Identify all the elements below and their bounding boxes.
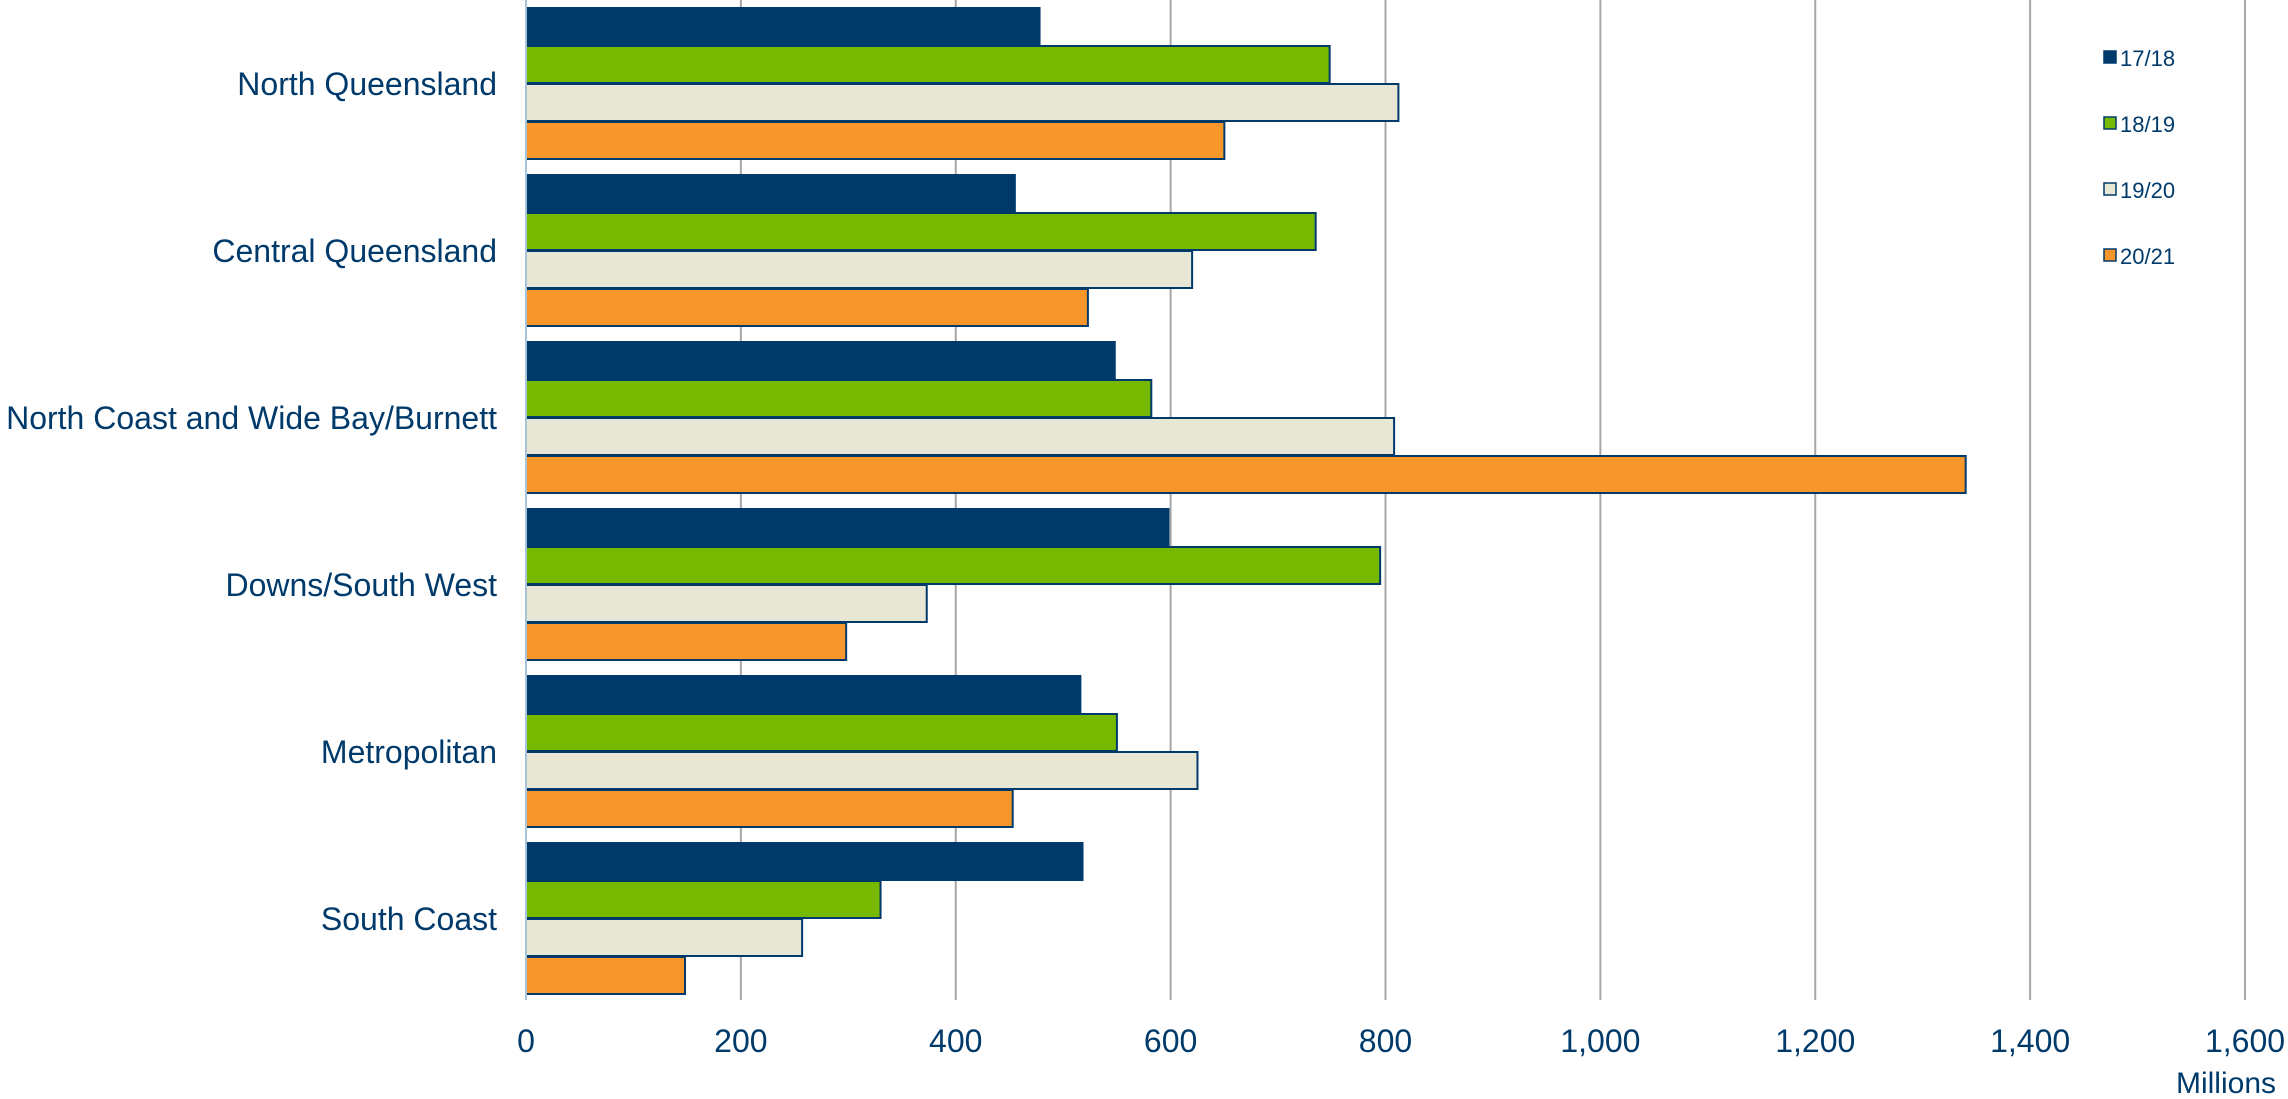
- x-tick-label: 800: [1359, 1023, 1412, 1059]
- x-tick-label: 0: [517, 1023, 535, 1059]
- bar: [525, 341, 1116, 380]
- bar: [525, 250, 1194, 289]
- x-tick-label: 600: [1144, 1023, 1197, 1059]
- bar: [525, 546, 1382, 585]
- bar: [525, 880, 882, 919]
- x-tick-label: 1,000: [1560, 1023, 1640, 1059]
- bar: [525, 508, 1170, 547]
- bar: [525, 212, 1317, 251]
- gridlines: [739, 0, 2246, 1000]
- bar: [525, 83, 1400, 122]
- legend-swatch: [2103, 248, 2117, 262]
- legend: 17/18 18/19 19/20 20/21: [2103, 46, 2175, 269]
- x-tick-label: 200: [714, 1023, 767, 1059]
- x-tick-labels: 0 200 400 600 800 1,000 1,200 1,400 1,600: [517, 1023, 2285, 1059]
- bar: [525, 956, 687, 995]
- category-label: Downs/South West: [225, 567, 497, 603]
- bar: [525, 45, 1331, 84]
- bar: [525, 789, 1014, 828]
- x-tick-label: 1,200: [1775, 1023, 1855, 1059]
- legend-label: 17/18: [2120, 46, 2175, 71]
- bars: [525, 7, 1967, 995]
- legend-label: 19/20: [2120, 178, 2175, 203]
- category-labels: North Queensland Central Queensland North …: [6, 66, 497, 937]
- bar: [525, 288, 1089, 327]
- legend-swatch: [2103, 182, 2117, 196]
- category-label: North Coast and Wide Bay/Burnett: [6, 400, 497, 436]
- bar: [525, 455, 1967, 494]
- legend-label: 18/19: [2120, 112, 2175, 137]
- category-label: South Coast: [321, 901, 497, 937]
- bar: [525, 842, 1084, 881]
- bar: [525, 7, 1041, 46]
- bar: [525, 918, 804, 957]
- x-axis-label: Millions: [2176, 1067, 2276, 1099]
- bar: [525, 584, 928, 623]
- bar: [525, 379, 1153, 418]
- category-label: Central Queensland: [212, 233, 497, 269]
- bar: [525, 417, 1396, 456]
- bar: [525, 121, 1226, 160]
- legend-swatch: [2103, 116, 2117, 130]
- category-label: Metropolitan: [321, 734, 497, 770]
- legend-swatch: [2103, 50, 2117, 64]
- legend-label: 20/21: [2120, 244, 2175, 269]
- bar: [525, 675, 1082, 714]
- x-tick-label: 1,400: [1990, 1023, 2070, 1059]
- bar: [525, 751, 1199, 790]
- bar: [525, 622, 848, 661]
- bar: [525, 713, 1118, 752]
- x-tick-label: 1,600: [2205, 1023, 2285, 1059]
- bar: [525, 174, 1016, 213]
- x-tick-label: 400: [929, 1023, 982, 1059]
- category-label: North Queensland: [237, 66, 497, 102]
